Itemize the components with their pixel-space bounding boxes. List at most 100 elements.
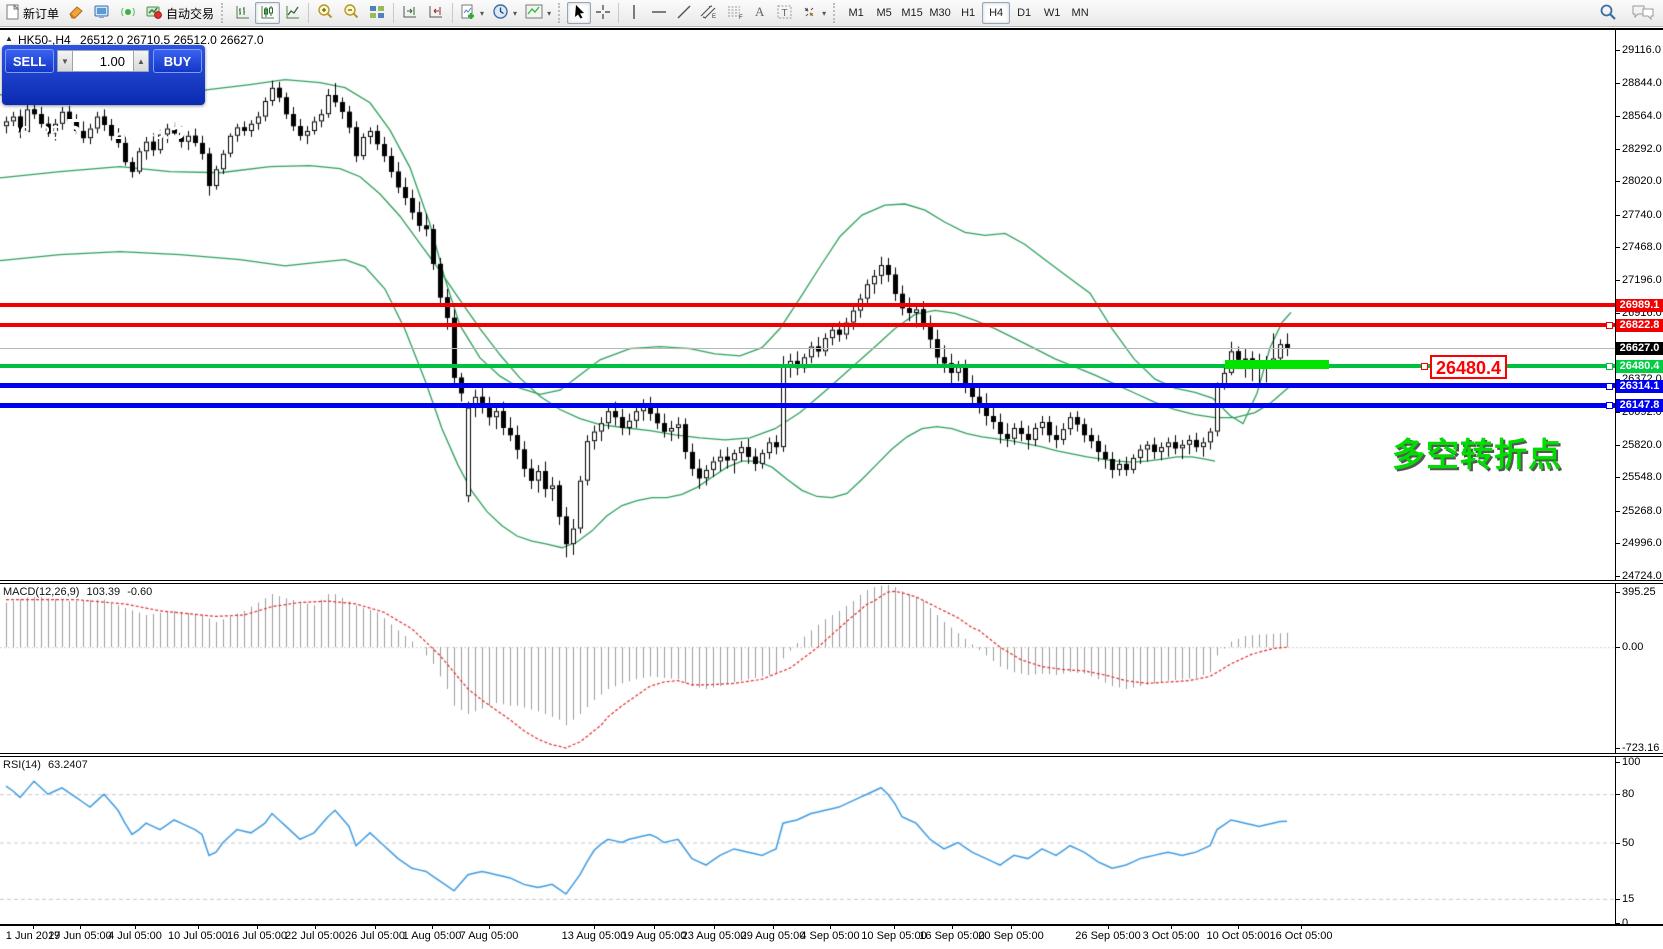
- volume-up-button[interactable]: ▲: [133, 50, 149, 72]
- time-axis-line: [0, 924, 1663, 926]
- highlight-segment[interactable]: [1225, 360, 1329, 369]
- time-tick-label: 1 Aug 05:00: [402, 930, 462, 942]
- price-tick-mark: [1615, 444, 1620, 446]
- volume-input[interactable]: [73, 50, 133, 72]
- rsi-value: 63.2407: [47, 759, 88, 771]
- time-tick-mark: [1171, 924, 1172, 929]
- time-tick-label: 29 Aug 05:00: [740, 930, 806, 942]
- macd-tick-mark: [1615, 748, 1620, 750]
- price-tick-mark: [1615, 82, 1620, 84]
- price-level-badge: 26822.8: [1616, 318, 1663, 332]
- sell-price-dot: .: [60, 123, 66, 143]
- rsi-tick-label: 0: [1622, 917, 1629, 929]
- macd-tick-label: 0.00: [1622, 641, 1644, 654]
- time-tick-label: 4 Sep 05:00: [800, 930, 860, 942]
- buy-button[interactable]: BUY: [153, 49, 202, 73]
- macd-tick-mark: [1615, 647, 1620, 649]
- rsi-tick-label: 15: [1622, 892, 1635, 905]
- price-tick-label: 27468.0: [1622, 241, 1662, 254]
- price-level-badge: 26314.1: [1616, 379, 1663, 393]
- time-tick-label: 4 Jul 05:00: [108, 930, 162, 942]
- time-tick-label: 26 Jul 05:00: [345, 930, 405, 942]
- horizontal-level-line[interactable]: [0, 302, 1615, 307]
- panel-separator[interactable]: [0, 753, 1663, 757]
- price-tag-handle[interactable]: [1421, 363, 1428, 370]
- time-tick-label: 10 Oct 05:00: [1206, 930, 1270, 942]
- level-handle[interactable]: [1606, 402, 1613, 410]
- price-level-badge: 26480.4: [1616, 359, 1663, 373]
- horizontal-level-line[interactable]: [0, 383, 1615, 389]
- macd-value-signal: -0.60: [127, 586, 153, 598]
- time-tick-mark: [257, 924, 258, 929]
- level-handle[interactable]: [1606, 362, 1613, 370]
- horizontal-level-line[interactable]: [0, 347, 1615, 349]
- time-tick-mark: [773, 924, 774, 929]
- time-tick-label: 7 Aug 05:00: [459, 930, 519, 942]
- chart-title: HK50-,H4 26512.0 26710.5 26512.0 26627.0: [18, 33, 264, 47]
- macd-header: MACD(12,26,9) 103.39 -0.60: [3, 586, 152, 598]
- rsi-name: RSI(14): [3, 759, 41, 771]
- time-tick-mark: [952, 924, 953, 929]
- buy-price-main: 26643: [114, 123, 165, 143]
- price-tick-mark: [1615, 116, 1620, 118]
- time-tick-mark: [315, 924, 316, 929]
- time-tick-mark: [1301, 924, 1302, 929]
- horizontal-level-line[interactable]: [0, 402, 1615, 408]
- rsi-tick-mark: [1615, 762, 1620, 763]
- price-tick-mark: [1615, 50, 1620, 51]
- price-tick-label: 24996.0: [1622, 537, 1662, 550]
- volume-stepper: ▼ ▲: [57, 50, 149, 72]
- time-tick-mark: [654, 924, 655, 929]
- sell-button[interactable]: SELL: [5, 49, 54, 73]
- sell-price-main: 26625: [10, 123, 61, 143]
- price-tick-label: 28020.0: [1622, 175, 1662, 188]
- collapse-arrow-icon[interactable]: ▲: [5, 34, 13, 43]
- panel-separator[interactable]: [0, 580, 1663, 584]
- price-tick-mark: [1615, 181, 1620, 183]
- price-level-badge: 26147.8: [1616, 399, 1663, 413]
- time-tick-mark: [1011, 924, 1012, 929]
- time-tick-label: 16 Jul 05:00: [227, 930, 287, 942]
- buy-price-frac: 5: [169, 114, 186, 146]
- macd-tick-label: 395.25: [1622, 586, 1656, 598]
- time-tick-label: 10 Jul 05:00: [168, 930, 228, 942]
- price-tick-label: 25268.0: [1622, 504, 1662, 517]
- time-tick-label: 22 Jul 05:00: [285, 930, 345, 942]
- price-tick-label: 29116.0: [1622, 44, 1661, 56]
- time-tick-mark: [80, 924, 81, 929]
- time-tick-mark: [830, 924, 831, 929]
- time-tick-label: 19 Aug 05:00: [621, 930, 687, 942]
- rsi-tick-label: 100: [1622, 756, 1641, 768]
- sell-price: 26625.5: [10, 116, 81, 145]
- macd-name: MACD(12,26,9): [3, 586, 80, 598]
- macd-value-main: 103.39: [86, 586, 121, 598]
- level-handle[interactable]: [1606, 321, 1613, 329]
- price-tick-mark: [1615, 477, 1620, 479]
- price-level-badge: 26627.0: [1616, 342, 1663, 356]
- rsi-tick-label: 50: [1622, 836, 1635, 849]
- price-tick-label: 25548.0: [1622, 471, 1662, 484]
- time-tick-label: 23 Aug 05:00: [681, 930, 747, 942]
- pivot-annotation[interactable]: 多空转折点: [1392, 436, 1562, 473]
- horizontal-level-line[interactable]: [0, 363, 1615, 368]
- price-tick-label: 27196.0: [1622, 273, 1662, 286]
- sell-price-frac: 5: [65, 114, 82, 146]
- price-tag-label[interactable]: 26480.4: [1430, 355, 1507, 379]
- level-handle[interactable]: [1606, 382, 1613, 390]
- horizontal-level-line[interactable]: [0, 322, 1615, 327]
- time-tick-mark: [714, 924, 715, 929]
- time-tick-label: 1 Jun 2019: [5, 930, 61, 942]
- rsi-tick-label: 80: [1622, 788, 1635, 801]
- buy-price-dot: .: [164, 123, 170, 143]
- price-tick-label: 24724.0: [1622, 570, 1662, 582]
- volume-down-button[interactable]: ▼: [57, 50, 73, 72]
- time-tick-mark: [1108, 924, 1109, 929]
- price-tick-mark: [1615, 543, 1620, 545]
- time-tick-mark: [1238, 924, 1239, 929]
- price-tick-mark: [1615, 412, 1620, 414]
- time-tick-mark: [489, 924, 490, 929]
- time-tick-label: 20 Sep 05:00: [978, 930, 1044, 942]
- time-tick-mark: [135, 924, 136, 929]
- buy-price: 26643.5: [114, 116, 185, 145]
